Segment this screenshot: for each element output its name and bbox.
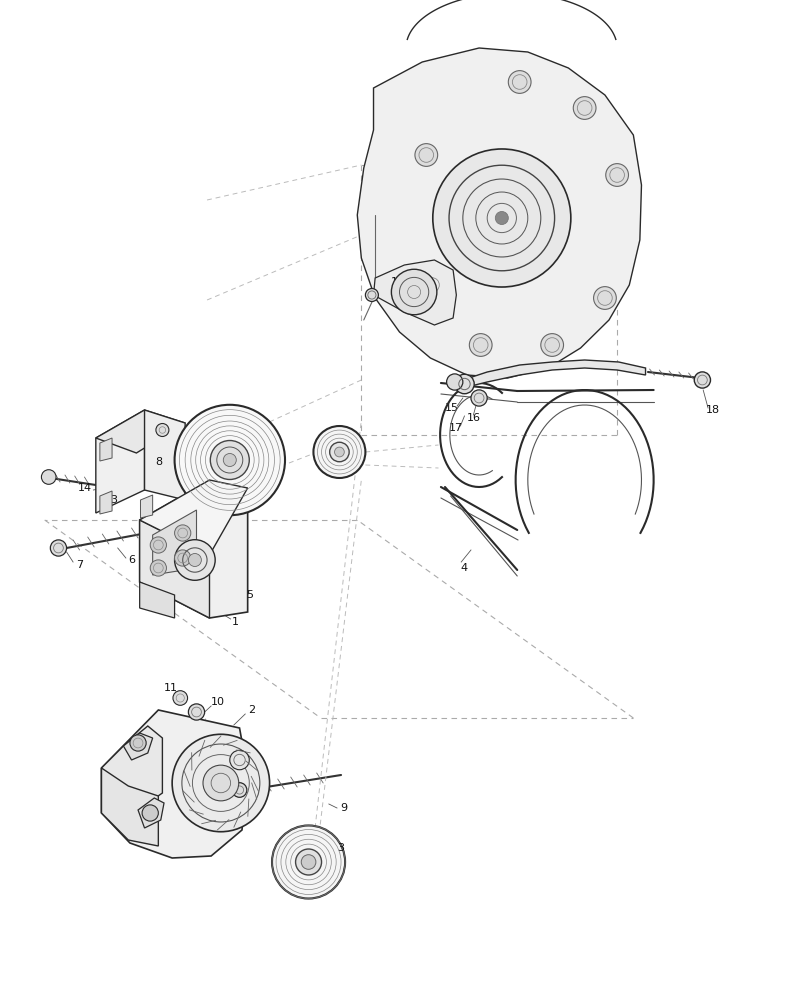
Text: 13: 13: [105, 495, 119, 505]
Circle shape: [150, 560, 166, 576]
Polygon shape: [139, 582, 174, 618]
Text: 6: 6: [128, 555, 135, 565]
Circle shape: [470, 390, 487, 406]
Circle shape: [301, 855, 315, 869]
Text: 1: 1: [232, 617, 238, 627]
Circle shape: [391, 269, 436, 315]
Circle shape: [446, 374, 462, 390]
Circle shape: [495, 212, 508, 224]
Circle shape: [454, 374, 474, 394]
Polygon shape: [152, 510, 196, 575]
Circle shape: [295, 849, 321, 875]
Circle shape: [142, 805, 158, 821]
Circle shape: [41, 470, 56, 484]
Circle shape: [329, 442, 349, 462]
Circle shape: [605, 164, 628, 186]
Circle shape: [156, 424, 169, 436]
Text: 11: 11: [163, 683, 178, 693]
Circle shape: [469, 334, 491, 356]
Polygon shape: [373, 260, 456, 325]
Polygon shape: [139, 480, 247, 618]
Polygon shape: [96, 410, 144, 513]
Circle shape: [272, 825, 345, 899]
Circle shape: [173, 691, 187, 705]
Text: 16: 16: [466, 413, 480, 423]
Circle shape: [540, 334, 563, 356]
Circle shape: [432, 149, 570, 287]
Circle shape: [593, 287, 616, 309]
Circle shape: [230, 750, 249, 770]
Circle shape: [223, 454, 236, 466]
Circle shape: [174, 525, 191, 541]
Text: 18: 18: [705, 405, 719, 415]
Text: 8: 8: [155, 457, 161, 467]
Polygon shape: [101, 768, 158, 846]
Circle shape: [50, 540, 67, 556]
Circle shape: [203, 765, 238, 801]
Circle shape: [693, 372, 710, 388]
Polygon shape: [139, 480, 247, 555]
Text: 7: 7: [76, 560, 83, 570]
Circle shape: [174, 405, 285, 515]
Polygon shape: [100, 438, 112, 461]
Text: 4: 4: [461, 563, 467, 573]
Text: 10: 10: [210, 697, 225, 707]
Text: 14: 14: [78, 483, 92, 493]
Polygon shape: [357, 48, 641, 378]
Circle shape: [130, 735, 146, 751]
Circle shape: [174, 550, 191, 566]
Text: 2: 2: [248, 705, 255, 715]
Circle shape: [414, 144, 437, 166]
Text: 5: 5: [247, 590, 253, 600]
Circle shape: [232, 783, 247, 797]
Polygon shape: [123, 733, 152, 760]
Text: 9: 9: [340, 803, 346, 813]
Circle shape: [365, 289, 378, 301]
Circle shape: [573, 97, 595, 119]
Circle shape: [508, 71, 530, 93]
Text: 17: 17: [448, 423, 463, 433]
Circle shape: [420, 274, 443, 296]
Polygon shape: [101, 726, 162, 813]
Polygon shape: [101, 710, 247, 858]
Polygon shape: [139, 520, 209, 618]
Text: 3: 3: [337, 843, 344, 853]
Circle shape: [188, 554, 201, 566]
Polygon shape: [462, 360, 645, 388]
Circle shape: [313, 426, 365, 478]
Circle shape: [172, 734, 269, 832]
Text: 12: 12: [390, 277, 405, 287]
Circle shape: [334, 447, 344, 457]
Polygon shape: [138, 798, 164, 828]
Polygon shape: [100, 491, 112, 514]
Circle shape: [210, 441, 249, 479]
Circle shape: [150, 537, 166, 553]
Text: 6: 6: [412, 293, 418, 303]
Polygon shape: [96, 410, 185, 453]
Polygon shape: [140, 495, 152, 518]
Polygon shape: [144, 410, 185, 500]
Circle shape: [174, 540, 215, 580]
Circle shape: [188, 704, 204, 720]
Text: 15: 15: [444, 403, 458, 413]
